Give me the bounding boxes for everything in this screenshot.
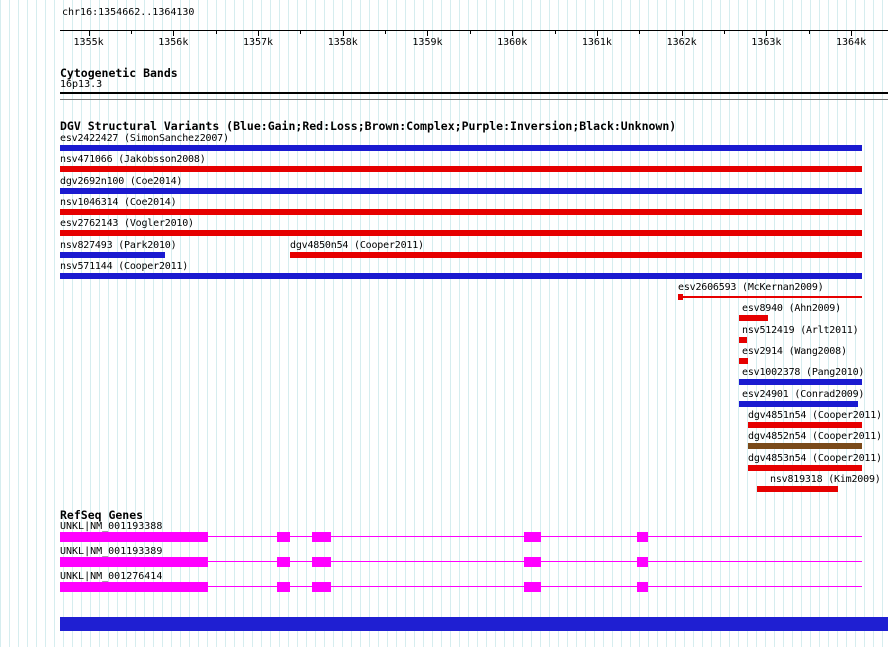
gene-exon[interactable]: [312, 582, 331, 592]
ruler-tick: [88, 31, 90, 36]
gene-intron-line: [60, 561, 862, 562]
variant-bar-cap: [678, 294, 683, 301]
variant-label[interactable]: esv2914 (Wang2008): [742, 346, 847, 357]
variant-label[interactable]: esv1002378 (Pang2010): [742, 367, 865, 379]
variant-bar[interactable]: [290, 251, 862, 258]
ruler-minor-tick: [639, 31, 641, 34]
variant-label[interactable]: nsv471066 (Jakobsson2008): [60, 154, 206, 166]
variant-label[interactable]: esv2606593 (McKernan2009): [678, 282, 824, 294]
gene-exon[interactable]: [277, 582, 290, 592]
ruler-tick-label: 1363k: [751, 37, 782, 48]
ruler-tick-label: 1355k: [73, 37, 104, 48]
gene-exon[interactable]: [312, 532, 331, 542]
variant-label[interactable]: esv2762143 (Vogler2010): [60, 218, 194, 230]
variant-bar[interactable]: [60, 251, 165, 258]
variant-bar[interactable]: [739, 315, 768, 322]
variant-bar[interactable]: [60, 272, 862, 279]
variant-label[interactable]: nsv571144 (Cooper2011): [60, 260, 189, 272]
variant-bar[interactable]: [60, 230, 862, 237]
variant-label[interactable]: dgv4851n54 (Cooper2011): [748, 409, 882, 421]
ruler-tick: [766, 31, 768, 36]
variant-label[interactable]: nsv1046314 (Coe2014): [60, 196, 177, 208]
cytoband-bar[interactable]: [60, 92, 888, 100]
ruler-tick: [427, 31, 429, 36]
cytoband-name: 16p13.3: [60, 79, 103, 90]
ruler-minor-tick: [300, 31, 302, 34]
variant-bar[interactable]: [748, 421, 862, 428]
variant-bar[interactable]: [60, 166, 862, 173]
ruler-minor-tick: [554, 31, 556, 34]
ruler-tick-label: 1362k: [666, 37, 697, 48]
gene-exon[interactable]: [277, 532, 290, 542]
ruler-tick-label: 1358k: [327, 37, 358, 48]
gene-exon[interactable]: [60, 557, 208, 567]
variant-label[interactable]: esv2422427 (SimonSanchez2007): [60, 133, 229, 144]
ruler-tick: [851, 31, 853, 36]
gene-intron-line: [60, 586, 862, 587]
gene-exon[interactable]: [60, 582, 208, 592]
ruler-tick-label: 1364k: [836, 37, 867, 48]
ruler-tick: [342, 31, 344, 36]
ruler-tick-label: 1356k: [158, 37, 189, 48]
variant-bar[interactable]: [739, 336, 747, 343]
variant-label[interactable]: dgv4850n54 (Cooper2011): [290, 239, 424, 251]
ruler-tick: [512, 31, 514, 36]
ruler-tick: [596, 31, 598, 36]
ruler-tick: [173, 31, 175, 36]
gene-exon[interactable]: [637, 582, 648, 592]
footer-track-bar[interactable]: [60, 617, 888, 631]
variant-label[interactable]: dgv2692n100 (Coe2014): [60, 175, 183, 187]
gene-exon[interactable]: [277, 557, 290, 567]
ruler-tick: [681, 31, 683, 36]
variant-bar[interactable]: [748, 443, 862, 450]
variant-bar[interactable]: [60, 187, 862, 194]
ruler-tick-label: 1360k: [497, 37, 528, 48]
gene-exon[interactable]: [524, 582, 541, 592]
variant-label[interactable]: esv8940 (Ahn2009): [742, 303, 841, 315]
gene-exon[interactable]: [524, 532, 541, 542]
refseq-title: RefSeq Genes: [60, 508, 144, 522]
gene-label: UNKL|NM_001193389: [60, 546, 163, 557]
variant-bar[interactable]: [60, 208, 862, 215]
variant-bar[interactable]: [60, 145, 862, 151]
ruler-tick-label: 1361k: [581, 37, 612, 48]
ruler-minor-tick: [469, 31, 471, 34]
gene-exon[interactable]: [60, 532, 208, 542]
ruler-minor-tick: [724, 31, 725, 34]
variant-bar[interactable]: [739, 358, 748, 364]
variant-label[interactable]: dgv4853n54 (Cooper2011): [748, 452, 882, 464]
ruler-minor-tick: [130, 31, 132, 34]
variant-label[interactable]: nsv819318 (Kim2009): [770, 473, 881, 485]
ruler-tick-label: 1357k: [242, 37, 274, 48]
variant-label[interactable]: nsv827493 (Park2010): [60, 239, 177, 251]
ruler-tick: [258, 31, 260, 36]
ruler-line: [60, 30, 888, 31]
gene-exon[interactable]: [637, 532, 648, 542]
variant-bar[interactable]: [678, 296, 862, 299]
gene-intron-line: [60, 536, 862, 537]
gene-label: UNKL|NM_001193388: [60, 521, 163, 532]
ruler-tick-label: 1359k: [412, 37, 443, 48]
gene-label: UNKL|NM_001276414: [60, 571, 163, 582]
variant-bar[interactable]: [739, 400, 858, 407]
ruler-minor-tick: [808, 31, 810, 34]
variant-bar[interactable]: [739, 379, 862, 386]
variant-bar[interactable]: [748, 464, 862, 471]
variant-bar[interactable]: [757, 485, 838, 492]
region-label: chr16:1354662..1364130: [62, 7, 195, 18]
ruler-minor-tick: [215, 31, 217, 34]
variant-label[interactable]: dgv4852n54 (Cooper2011): [748, 431, 882, 443]
gene-exon[interactable]: [524, 557, 541, 567]
variant-label[interactable]: nsv512419 (Arlt2011): [742, 324, 859, 336]
cytobands-title: Cytogenetic Bands: [60, 66, 178, 80]
dgv-title: DGV Structural Variants (Blue:Gain;Red:L…: [60, 119, 677, 133]
variant-label[interactable]: esv24901 (Conrad2009): [742, 388, 865, 400]
gene-exon[interactable]: [312, 557, 331, 567]
gene-exon[interactable]: [637, 557, 648, 567]
ruler-minor-tick: [385, 31, 387, 34]
